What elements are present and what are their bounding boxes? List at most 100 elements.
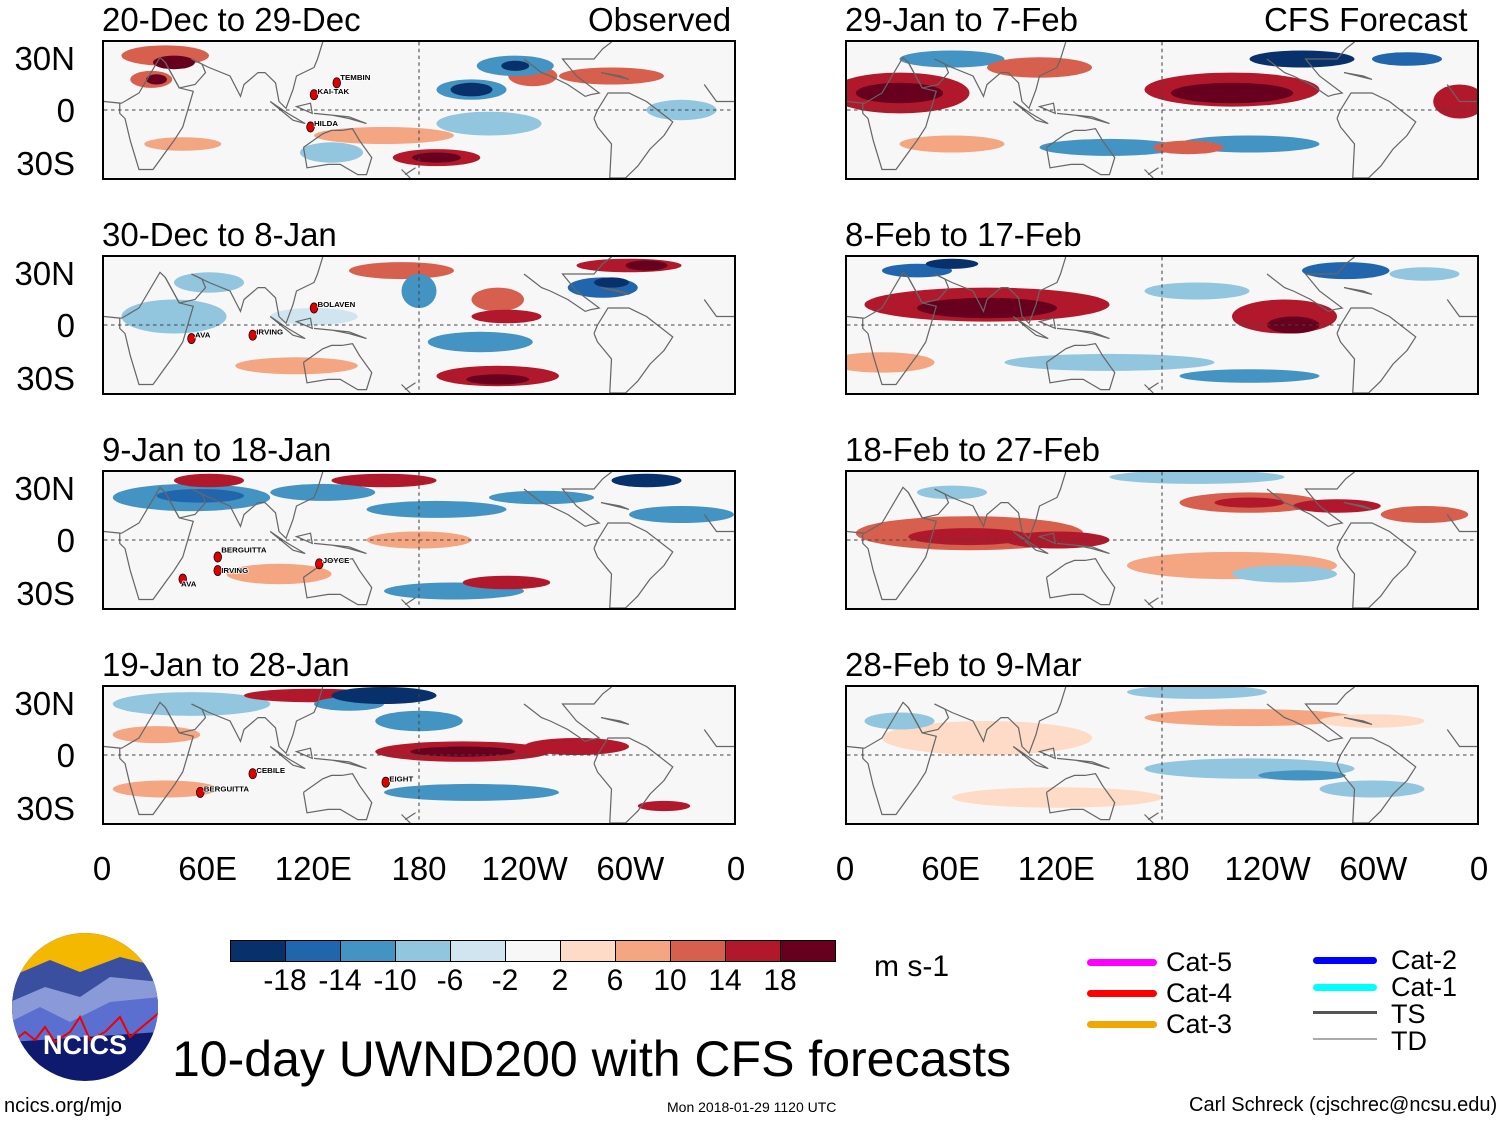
storm-marker: AVA xyxy=(187,330,212,345)
footer-url[interactable]: ncics.org/mjo xyxy=(4,1095,122,1117)
coastline xyxy=(703,299,734,318)
colorbar-tick-label: 2 xyxy=(551,964,569,997)
coastline xyxy=(600,287,630,295)
coastline xyxy=(1446,514,1477,533)
storm-icon xyxy=(248,329,257,341)
uwnd-map-panel xyxy=(845,470,1479,610)
longitude-label: 120E xyxy=(1017,850,1095,887)
wind-anomaly-contour xyxy=(1302,262,1390,280)
coastline xyxy=(1266,687,1355,743)
wind-anomaly-contour xyxy=(121,299,227,334)
coastline xyxy=(600,502,630,510)
coastline xyxy=(523,257,612,313)
storm-marker: BERGUITTA xyxy=(196,784,250,798)
latitude-label: 0 xyxy=(56,737,75,774)
wind-anomaly-contour xyxy=(226,563,332,585)
longitude-label: 120W xyxy=(1224,850,1311,887)
wind-anomaly-contour xyxy=(1214,497,1285,508)
colorbar-tick-label: -10 xyxy=(373,964,417,997)
coastline xyxy=(593,737,674,823)
wind-anomaly-contour xyxy=(270,483,376,501)
coastline xyxy=(302,128,373,176)
coastline xyxy=(401,167,416,178)
coastline xyxy=(191,42,324,110)
wind-anomaly-contour xyxy=(1153,140,1224,155)
storm-icon xyxy=(248,768,257,780)
storm-icon xyxy=(213,551,222,563)
wind-anomaly-contour xyxy=(899,135,1005,153)
coastline xyxy=(269,101,367,125)
longitude-label: 0 xyxy=(92,850,112,887)
latitude-label: 30S xyxy=(16,790,75,827)
coastline xyxy=(847,486,938,601)
coastline xyxy=(847,56,938,171)
legend-label: TD xyxy=(1391,1026,1427,1056)
wind-anomaly-contour xyxy=(462,575,551,590)
coastline xyxy=(104,486,195,601)
storm-marker: JOYCE xyxy=(315,555,350,570)
coastline xyxy=(600,717,630,725)
uwnd-map-panel xyxy=(845,40,1479,180)
coastline xyxy=(104,56,195,171)
wind-anomaly-contour xyxy=(1319,714,1425,728)
wind-anomaly-contour xyxy=(156,489,244,503)
colorbar-tick-label: -18 xyxy=(263,964,307,997)
wind-anomaly-contour xyxy=(899,50,1005,68)
legend-line-cat-3 xyxy=(1087,1021,1157,1028)
latitude-label: 30N xyxy=(14,685,75,722)
wind-anomaly-contour xyxy=(174,473,244,488)
wind-anomaly-contour xyxy=(855,82,944,104)
coastline xyxy=(1343,287,1373,295)
wind-anomaly-contour xyxy=(1389,267,1460,281)
footer-credit: Carl Schreck (cjschrec@ncsu.edu) xyxy=(1189,1094,1498,1116)
wind-anomaly-contour xyxy=(112,780,218,798)
storm-name: AVA xyxy=(181,580,197,589)
coastline xyxy=(1336,522,1417,608)
storm-icon xyxy=(332,77,341,89)
storm-icon xyxy=(196,786,205,798)
storm-marker: CEBILE xyxy=(248,765,286,780)
coastline xyxy=(191,257,324,325)
coastline xyxy=(1446,729,1477,748)
colorbar-swatch xyxy=(670,940,726,962)
coastline xyxy=(1045,773,1116,821)
longitude-label: 120W xyxy=(481,850,568,887)
wind-anomaly-contour xyxy=(331,687,437,704)
wind-anomaly-contour xyxy=(882,721,1092,755)
wind-anomaly-contour xyxy=(384,783,559,801)
coastline xyxy=(934,257,1067,325)
coastline xyxy=(1336,92,1417,178)
wind-anomaly-contour xyxy=(1179,369,1320,383)
storm-marker: IRVING xyxy=(213,565,249,577)
storm-icon xyxy=(178,573,187,585)
wind-anomaly-contour xyxy=(1004,353,1215,371)
wind-anomaly-contour xyxy=(1258,770,1346,781)
storm-name: HILDA xyxy=(314,119,338,128)
storm-name: BERGUITTA xyxy=(204,785,250,794)
uwnd-map-panel: CEBILE BERGUITTA EIGHT xyxy=(102,685,736,825)
panel-title: 20-Dec to 29-Dec xyxy=(102,1,361,38)
coastline xyxy=(934,687,1067,755)
storm-name: IRVING xyxy=(221,566,248,575)
coastline xyxy=(703,729,734,748)
wind-anomaly-contour xyxy=(524,738,629,755)
storm-icon xyxy=(309,302,319,314)
latitude-label: 0 xyxy=(56,307,75,344)
wind-anomaly-contour xyxy=(300,142,363,163)
coastline xyxy=(1343,717,1373,725)
colorbar-swatch xyxy=(725,940,781,962)
coastline xyxy=(1012,316,1110,340)
panel-title: 8-Feb to 17-Feb xyxy=(845,216,1082,253)
colorbar-swatch xyxy=(285,940,341,962)
wind-anomaly-contour xyxy=(952,787,1162,808)
wind-anomaly-contour xyxy=(637,800,691,812)
wind-anomaly-contour xyxy=(270,308,358,325)
colorbar-swatch xyxy=(340,940,396,962)
longitude-label: 60E xyxy=(178,850,238,887)
wind-anomaly-contour xyxy=(611,473,682,488)
legend-label: Cat-4 xyxy=(1166,978,1233,1008)
wind-anomaly-contour xyxy=(427,331,533,353)
coastline xyxy=(302,343,373,391)
wind-anomaly-contour xyxy=(366,500,507,518)
coastline xyxy=(269,746,367,770)
